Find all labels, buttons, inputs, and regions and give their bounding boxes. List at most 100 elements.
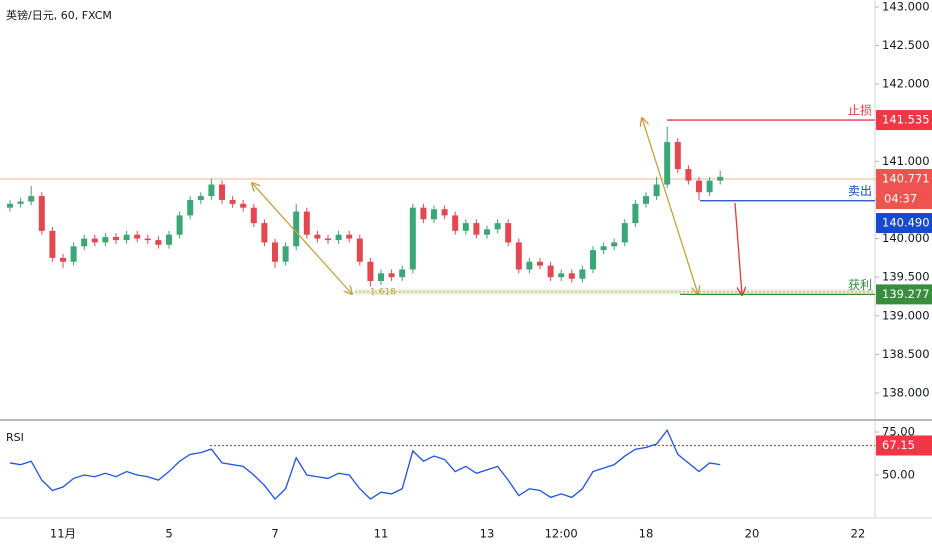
x-tick-label: 22 [851,527,866,541]
candle-body [674,142,681,170]
price-label-box [876,435,932,456]
candle-body [282,246,289,262]
countdown-label: 04:37 [884,192,917,206]
rsi-line [9,428,721,501]
candle-body [49,230,56,258]
candle-body [187,199,194,216]
candle-body [706,180,713,193]
candle-body [590,250,596,270]
candle-body [494,223,501,230]
y-tick-label: 143.000 [882,0,930,13]
candle-body [17,201,24,204]
candle-body [229,199,236,204]
candle-body [335,234,342,241]
candle-body [505,223,512,243]
y-tick-label: 141.000 [882,154,930,168]
candle-body [462,223,469,231]
y-tick-label: 50.00 [882,467,915,481]
candle-body [367,261,374,282]
candle-body [568,273,575,279]
x-tick-label: 18 [639,527,654,541]
price-label: 67.15 [882,438,915,452]
candle-body [420,207,427,220]
candle-body [134,234,141,239]
candle-body [250,207,257,224]
candle-body [388,273,395,278]
candle-body [431,209,437,220]
candle-body [664,142,671,185]
x-tick-label: 5 [165,527,172,541]
candle-body [356,238,363,262]
y-tick-label: 142.000 [882,77,930,91]
candle-body [632,203,639,224]
rsi-title: RSI [6,431,24,444]
candle-body [558,273,565,278]
candle-body [60,257,66,262]
x-tick-label: 11月 [50,527,76,541]
candle-body [91,238,98,243]
candle-body [600,246,607,251]
y-tick-label: 142.500 [882,38,930,52]
candle-body [28,196,35,202]
candle-body [547,265,554,278]
candle-body [219,184,225,200]
price-label-box [876,110,932,131]
price-label: 139.277 [882,287,930,301]
level-name: 获利 [848,278,872,292]
price-label: 141.535 [882,113,930,127]
y-tick-label: 140.000 [882,231,930,245]
candle-body [579,269,586,279]
candle-body [102,237,109,243]
candle-body [166,234,172,245]
candle-body [155,240,162,245]
x-tick-label: 13 [480,527,495,541]
target-arrow [734,202,742,295]
chart-title: 英镑/日元, 60, FXCM [6,8,112,22]
projection-arrow [252,183,352,294]
price-label-box [876,213,932,234]
candle-body [515,242,522,270]
candle-body [314,234,321,239]
projection-arrow [642,118,698,294]
x-tick-label: 7 [271,527,278,541]
candle-body [81,238,88,247]
x-tick-label: 11 [374,527,389,541]
price-label-box [876,284,932,305]
candle-body [240,203,247,208]
candle-body [643,196,649,204]
candle-body [176,215,183,235]
candle-body [113,237,119,241]
candle-body [123,234,130,241]
x-tick-label: 12:00 [545,527,578,541]
candle-body [197,196,204,200]
level-name: 止损 [848,104,872,118]
candle-body [38,196,45,231]
candle-body [346,234,353,239]
candle-body [611,242,618,247]
candle-body [272,242,278,262]
fib-label: 1.618 [370,287,396,297]
candle-body [144,238,151,241]
x-tick-label: 20 [745,527,760,541]
candle-body [378,273,384,282]
candle-body [261,223,268,243]
price-label: 140.771 [882,172,930,186]
candle-body [484,229,490,235]
price-label: 140.490 [882,216,930,230]
y-tick-label: 75.00 [882,424,915,438]
candle-body [452,215,459,231]
candle-body [537,261,543,266]
candle-body [7,203,13,208]
candle-body [441,209,448,216]
level-name: 卖出 [848,184,872,198]
candle-body [473,223,480,235]
candle-body [399,269,406,278]
candle-body [526,261,533,270]
candle-body [653,184,660,197]
candle-body [685,169,692,181]
candle-body [696,180,702,193]
